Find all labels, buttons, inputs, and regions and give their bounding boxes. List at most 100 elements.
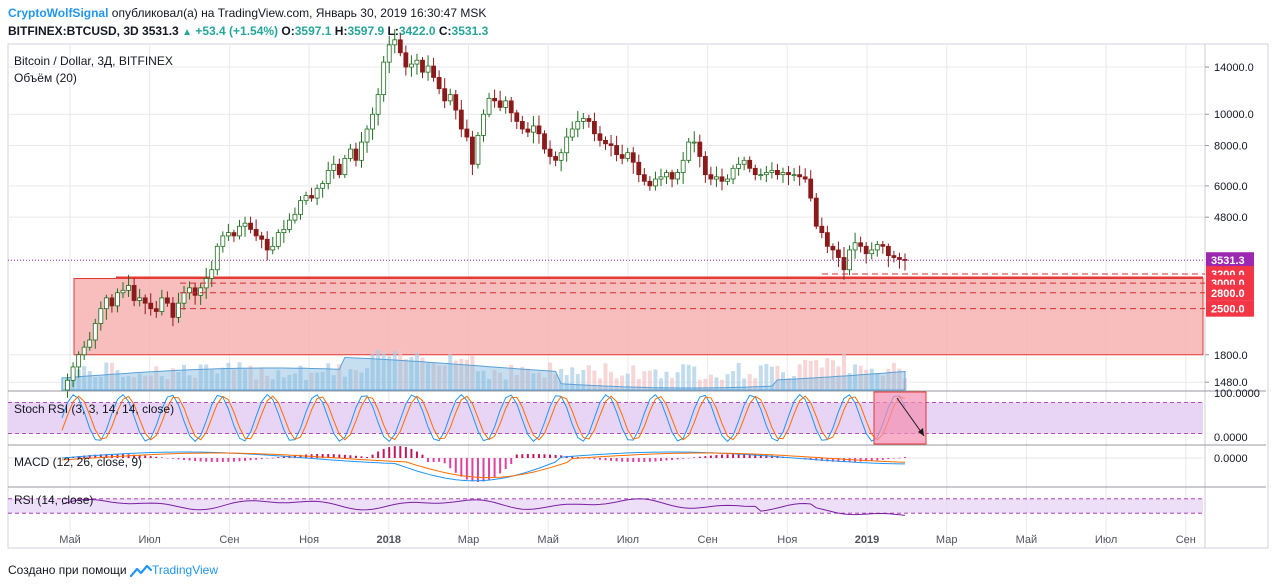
candle-body: [514, 112, 520, 122]
macd-histogram-bar: [410, 448, 413, 458]
candle-body: [763, 172, 769, 176]
candle-body: [386, 44, 392, 63]
volume-bar: [731, 371, 736, 390]
volume-bar: [187, 375, 192, 390]
author-link[interactable]: CryptoWolfSignal: [8, 6, 109, 20]
y-axis-label: 4800.0: [1214, 212, 1248, 224]
macd-histogram-bar: [687, 458, 690, 459]
volume-bar: [82, 365, 87, 390]
macd-histogram-bar: [282, 456, 285, 458]
candle-body: [597, 133, 603, 141]
candle-body: [824, 232, 830, 247]
x-axis-label: Июл: [139, 534, 161, 546]
candle-body: [164, 297, 170, 304]
volume-bar: [98, 376, 103, 390]
volume-bar: [592, 370, 597, 390]
volume-bar: [87, 371, 92, 390]
candle-body: [192, 287, 198, 296]
macd-histogram-bar: [299, 454, 302, 458]
candle-body: [775, 170, 780, 176]
volume-bar: [370, 353, 375, 390]
volume-bar: [875, 373, 880, 390]
macd-histogram-bar: [244, 458, 247, 461]
volume-bar: [570, 367, 575, 390]
macd-histogram-bar: [238, 458, 241, 462]
macd-histogram-bar: [277, 457, 280, 458]
volume-bar: [586, 365, 591, 390]
macd-histogram-bar: [271, 457, 274, 459]
volume-bar: [309, 372, 314, 390]
candle-body: [359, 141, 364, 161]
volume-bar: [470, 355, 475, 390]
candle-body: [891, 255, 897, 258]
candle-body: [897, 257, 902, 260]
candle-body: [370, 113, 375, 130]
macd-histogram-bar: [754, 454, 757, 458]
candle-body: [497, 100, 503, 108]
macd-histogram-bar: [643, 458, 646, 462]
volume-bar: [869, 368, 874, 390]
tradingview-brand-link[interactable]: TradingView: [151, 563, 219, 577]
candle-body: [281, 228, 287, 234]
volume-bar: [170, 368, 175, 390]
macd-histogram-bar: [593, 458, 596, 460]
candle-body: [364, 128, 370, 143]
candle-body: [176, 302, 181, 318]
volume-bar: [703, 378, 708, 390]
volume-bar: [897, 368, 902, 390]
volume-bar: [342, 376, 347, 390]
macd-histogram-bar: [632, 458, 635, 462]
volume-bar: [426, 363, 431, 390]
volume-bar: [315, 372, 320, 390]
volume-bar: [548, 362, 553, 390]
rsi-line: [61, 498, 906, 516]
volume-bar: [265, 375, 270, 390]
macd-histogram-bar: [499, 458, 502, 474]
volume-bar: [719, 379, 724, 390]
candle-body: [126, 285, 131, 291]
candle-body: [81, 346, 87, 356]
macd-histogram-bar: [881, 458, 884, 460]
candle-body: [181, 292, 187, 304]
volume-bar: [420, 357, 425, 390]
volume-bar: [686, 364, 691, 390]
candle-body: [508, 100, 514, 114]
macd-histogram-bar: [255, 458, 258, 460]
volume-bar: [365, 368, 370, 390]
macd-histogram-bar: [726, 454, 729, 458]
candle-body: [115, 292, 120, 307]
x-axis-label: Июл: [617, 534, 639, 546]
x-axis-label: Сен: [1176, 534, 1196, 546]
candle-body: [342, 157, 348, 176]
volume-bar: [270, 379, 275, 390]
volume-bar: [758, 365, 763, 390]
volume-bar: [398, 348, 403, 390]
macd-histogram-bar: [332, 454, 335, 458]
macd-histogram-bar: [371, 454, 374, 458]
macd-histogram-bar: [438, 458, 441, 462]
macd-histogram-bar: [227, 458, 230, 462]
macd-histogram-bar: [510, 458, 513, 465]
candle-body: [641, 174, 647, 182]
macd-histogram-bar: [765, 455, 768, 458]
macd-histogram-bar: [537, 454, 540, 458]
volume-bar: [625, 373, 630, 390]
macd-histogram-bar: [454, 458, 457, 473]
volume-bar: [182, 364, 187, 390]
candle-body: [275, 232, 281, 247]
volume-bar: [176, 372, 181, 390]
macd-histogram-bar: [654, 458, 657, 462]
macd-histogram-bar: [476, 458, 479, 482]
volume-bar: [392, 351, 397, 390]
candle-body: [625, 152, 631, 159]
macd-histogram-bar: [598, 458, 601, 460]
candle-body: [836, 249, 841, 258]
indicator-panes-layer: [8, 390, 1266, 516]
chart-frame: [7, 43, 1269, 549]
last-price: 3531.3: [142, 24, 179, 38]
macd-histogram-bar: [682, 458, 685, 459]
volume-bar: [780, 372, 785, 390]
volume-bar: [841, 351, 846, 390]
macd-histogram-bar: [249, 458, 252, 461]
